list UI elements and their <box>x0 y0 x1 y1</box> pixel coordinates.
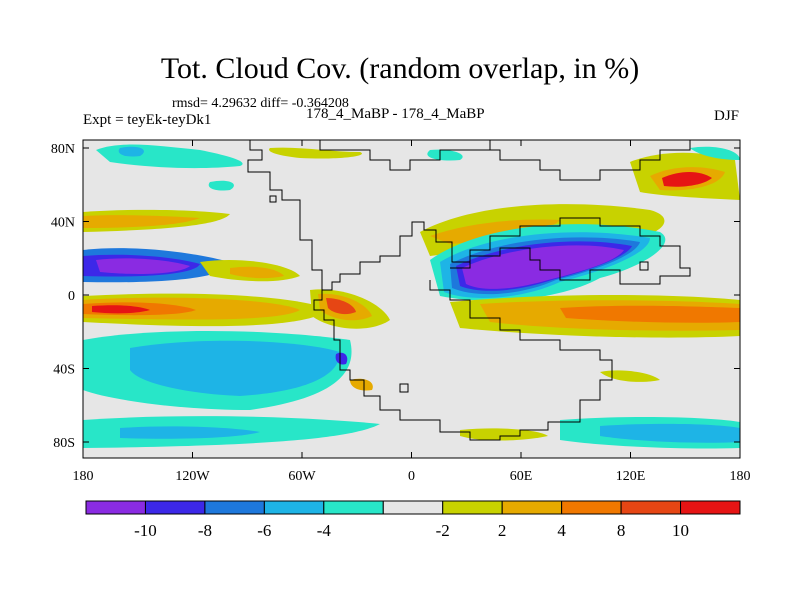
field-80s-lightblue <box>120 426 260 439</box>
field-s-orange <box>350 378 373 391</box>
field-wp-purple <box>96 258 190 274</box>
coastline-laurasia <box>247 140 691 291</box>
coastline-north-rim <box>319 140 491 171</box>
colorbar-label: 10 <box>672 521 689 540</box>
x-tick-label: 60W <box>288 469 316 484</box>
x-tick-label: 180 <box>73 469 94 484</box>
y-tick-label: 80N <box>51 142 75 157</box>
field-80s-lightblue-2 <box>600 423 740 443</box>
y-tick-label: 40S <box>53 363 75 378</box>
field-40n-orange <box>83 215 200 228</box>
x-tick-label: 120W <box>175 469 210 484</box>
field-north-blue <box>118 146 144 157</box>
period-label: 178_4_MaBP - 178_4_MaBP <box>306 106 485 122</box>
x-tick-label: 120E <box>616 469 646 484</box>
x-tick-label: 0 <box>408 469 415 484</box>
colorbar-label: -2 <box>436 521 450 540</box>
field-ne-red <box>662 172 712 187</box>
colorbar-label: -6 <box>257 521 271 540</box>
colorbar-swatch <box>85 500 146 515</box>
coastline-small-island-1 <box>269 195 277 203</box>
x-axis: 180 120W 60W 0 60E 120E 180 <box>73 140 751 484</box>
field-wp-orange <box>230 266 284 279</box>
field-eq-red <box>92 305 150 314</box>
colorbar-swatch <box>561 500 622 515</box>
experiment-label: Expt = teyEk-teyDk1 <box>83 112 212 128</box>
coastline-gondwana <box>313 280 613 441</box>
colorbar-label: -4 <box>317 521 332 540</box>
y-axis: 80N 40N 0 40S 80S <box>51 142 740 451</box>
colorbar: -10 -8 -6 -4 -2 2 4 8 10 <box>85 500 741 540</box>
coastlines <box>247 140 691 441</box>
field-tethys-purple <box>462 245 624 289</box>
field-north-cyan-2 <box>427 149 463 161</box>
map-title: Tot. Cloud Cov. (random overlap, in %) <box>160 52 640 85</box>
season-label: DJF <box>713 108 739 124</box>
coastline-small-island-2 <box>399 383 409 393</box>
coastline-small-island-3 <box>639 261 649 271</box>
field-north-yellow <box>269 147 362 159</box>
field-sp-blue <box>335 352 348 365</box>
colorbar-swatch <box>323 500 384 515</box>
colorbar-label: 4 <box>557 521 566 540</box>
colorbar-swatch <box>501 500 563 515</box>
colorbar-swatch <box>442 500 503 515</box>
y-tick-label: 0 <box>68 289 75 304</box>
colorbar-label: 8 <box>617 521 626 540</box>
colorbar-swatch <box>144 500 206 515</box>
field-io-darkorange <box>560 305 740 323</box>
colorbar-label: -10 <box>134 521 157 540</box>
colorbar-swatch <box>263 500 325 515</box>
colorbar-swatch <box>382 500 444 515</box>
colorbar-swatch <box>620 500 682 515</box>
stats-label: rmsd= 4.29632 diff= -0.364208 <box>172 96 349 111</box>
field-nw-cyan <box>208 180 234 191</box>
map-plot-area <box>82 139 741 459</box>
field-80s-yellow <box>460 428 548 441</box>
colorbar-label: -8 <box>198 521 212 540</box>
field-s-yellow <box>600 370 660 382</box>
coastline-arctic-islands <box>470 140 691 181</box>
cloud-anomaly-fields <box>83 144 740 449</box>
y-tick-label: 80S <box>53 436 75 451</box>
field-sp-lightblue <box>130 340 340 396</box>
y-tick-label: 40N <box>51 216 75 231</box>
x-tick-label: 180 <box>730 469 751 484</box>
colorbar-swatch <box>204 500 265 515</box>
colorbar-label: 2 <box>498 521 507 540</box>
colorbar-swatch <box>680 500 741 515</box>
field-atl-red <box>326 298 356 315</box>
x-tick-label: 60E <box>510 469 533 484</box>
field-ne-cyan <box>690 146 740 160</box>
